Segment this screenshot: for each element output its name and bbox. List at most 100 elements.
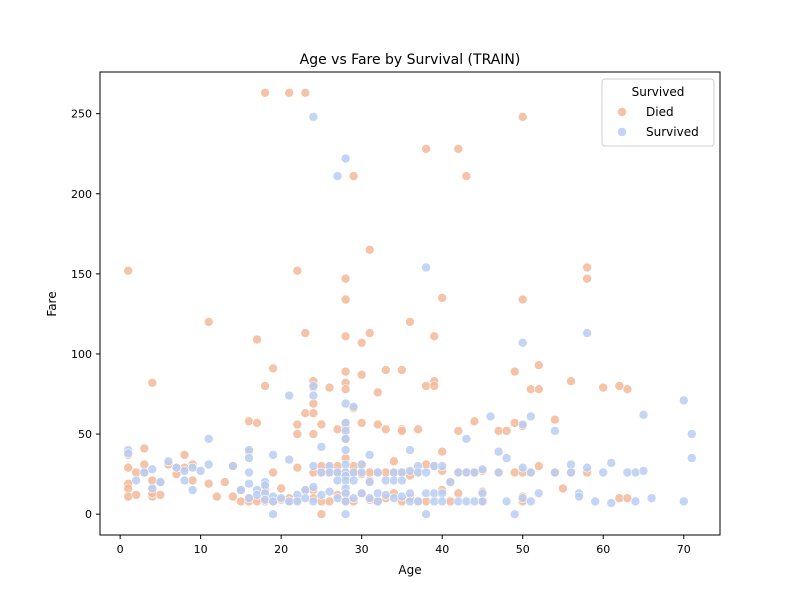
point-survived (405, 466, 415, 476)
point-survived (340, 475, 351, 486)
point-died (340, 384, 351, 395)
point-survived (405, 445, 415, 455)
point-survived (574, 491, 584, 502)
y-axis: 0 50 100 150 200 250 (71, 108, 100, 521)
x-tick-label: 10 (194, 543, 208, 556)
point-died (509, 418, 520, 428)
point-died (493, 426, 504, 436)
point-died (203, 478, 214, 489)
point-survived (364, 493, 375, 504)
point-survived (477, 464, 488, 475)
point-died (155, 490, 166, 500)
point-survived (179, 466, 190, 476)
chart-title: Age vs Fare by Survival (TRAIN) (300, 52, 521, 68)
point-survived (525, 467, 536, 478)
point-survived (316, 442, 327, 452)
point-survived (686, 453, 697, 463)
point-died (509, 467, 520, 478)
point-survived (686, 429, 697, 439)
point-survived (324, 467, 335, 478)
point-survived (389, 475, 399, 486)
point-died (453, 426, 464, 436)
point-survived (260, 494, 270, 505)
x-tick-label: 50 (516, 543, 530, 556)
point-survived (461, 434, 472, 444)
point-died (139, 443, 150, 454)
point-survived (421, 467, 431, 478)
point-survived (139, 467, 150, 478)
point-died (509, 366, 520, 377)
point-survived (348, 401, 359, 412)
point-survived (147, 483, 158, 494)
point-died (380, 424, 391, 435)
point-survived (316, 467, 327, 478)
point-survived (332, 475, 343, 486)
point-survived (638, 409, 649, 420)
point-survived (429, 488, 440, 499)
point-survived (622, 467, 633, 478)
point-survived (525, 411, 536, 422)
point-died (308, 408, 319, 419)
point-survived (292, 496, 303, 507)
point-survived (268, 450, 278, 460)
point-survived (324, 486, 335, 497)
point-survived (260, 480, 270, 491)
point-died (236, 496, 246, 507)
point-survived (421, 262, 431, 273)
legend-box (601, 78, 715, 147)
point-died (147, 475, 158, 486)
point-survived (236, 485, 246, 495)
point-survived (582, 462, 592, 473)
legend-marker-survived (617, 127, 627, 137)
point-died (340, 294, 351, 305)
point-died (308, 429, 319, 439)
point-died (260, 381, 270, 391)
point-died (340, 331, 351, 342)
point-died (300, 408, 311, 419)
point-survived (606, 498, 617, 508)
point-survived (550, 467, 560, 478)
y-tick-label: 150 (71, 268, 92, 281)
point-died (461, 171, 472, 181)
point-survived (171, 462, 182, 473)
x-tick-label: 40 (435, 543, 449, 556)
point-survived (340, 459, 351, 470)
point-survived (630, 467, 641, 478)
point-survived (179, 475, 190, 486)
y-tick-label: 50 (78, 428, 92, 441)
point-survived (598, 467, 609, 478)
point-died (139, 459, 150, 470)
point-died (324, 496, 335, 507)
point-survived (340, 434, 351, 444)
point-survived (517, 462, 528, 473)
x-axis: 0 10 20 30 40 50 60 70 (117, 535, 691, 556)
plot-frame (99, 71, 721, 536)
point-survived (268, 509, 278, 520)
point-survived (364, 450, 375, 460)
point-survived (131, 475, 141, 486)
point-died (292, 265, 303, 276)
point-survived (606, 458, 617, 468)
point-died (413, 424, 423, 435)
point-survived (453, 467, 464, 478)
point-survived (356, 459, 367, 470)
point-died (614, 381, 625, 391)
point-died (187, 475, 198, 486)
point-survived (356, 488, 367, 499)
point-died (405, 317, 415, 327)
legend-label-died: Died (646, 105, 674, 119)
point-died (316, 509, 327, 520)
point-survived (244, 493, 254, 504)
point-survived (397, 467, 407, 478)
point-survived (187, 462, 198, 473)
point-survived (389, 467, 399, 478)
point-died (203, 317, 214, 327)
point-survived (284, 454, 295, 465)
point-survived (340, 426, 351, 436)
point-survived (566, 467, 576, 478)
point-survived (284, 390, 295, 401)
point-died (533, 360, 544, 371)
point-survived (421, 488, 431, 499)
point-survived (630, 496, 641, 507)
point-survived (300, 493, 311, 504)
